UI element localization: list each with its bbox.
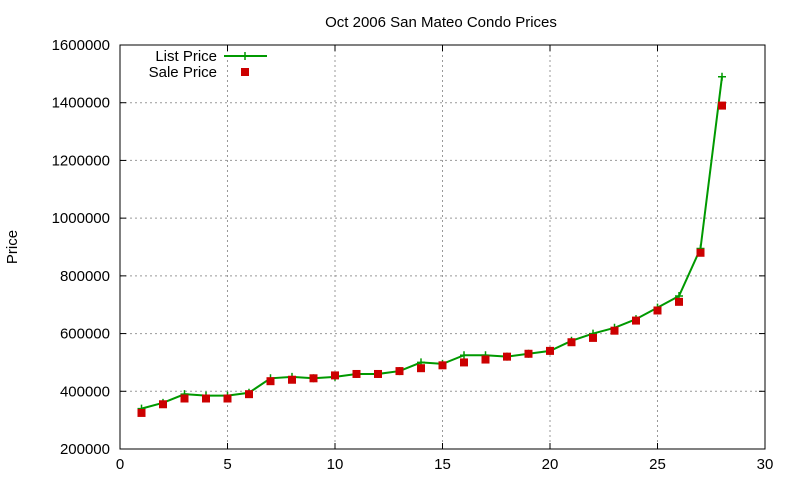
point-sale-price <box>481 355 490 364</box>
y-tick-label: 1400000 <box>52 95 110 112</box>
x-tick-label: 30 <box>757 456 774 473</box>
point-sale-price <box>653 306 662 315</box>
tick-labels: 0 5 10 15 20 25 30 200000 400000 600000 800000 1000… <box>52 37 774 473</box>
series-layer <box>137 72 726 417</box>
point-sale-price <box>567 338 576 347</box>
point-sale-price <box>245 390 253 399</box>
point-sale-price <box>266 377 275 386</box>
point-sale-price <box>374 369 382 378</box>
y-tick-label: 1000000 <box>52 210 110 227</box>
y-tick-label: 800000 <box>60 268 110 285</box>
point-sale-price <box>137 408 146 417</box>
x-tick-label: 20 <box>542 456 559 473</box>
point-sale-price <box>180 394 189 403</box>
series-line-list-price <box>141 76 723 410</box>
point-sale-price <box>718 101 726 110</box>
point-sale-price <box>417 364 425 373</box>
legend-marker-sale-price <box>241 68 249 76</box>
x-tick-label: 0 <box>116 456 124 473</box>
x-tick-label: 25 <box>649 456 666 473</box>
point-sale-price <box>460 358 468 367</box>
point-sale-price <box>288 375 296 384</box>
y-axis-label: Price <box>4 230 21 264</box>
point-sale-price <box>352 369 361 378</box>
point-sale-price <box>395 367 404 376</box>
chart-title: Oct 2006 San Mateo Condo Prices <box>325 14 557 31</box>
legend-label-list-price: List Price <box>155 48 217 65</box>
y-tick-label: 400000 <box>60 383 110 400</box>
point-sale-price <box>589 333 597 342</box>
x-tick-label: 15 <box>434 456 451 473</box>
point-list-price <box>460 351 468 360</box>
x-tick-label: 5 <box>223 456 231 473</box>
grid-lines <box>120 45 765 449</box>
point-sale-price <box>438 361 447 370</box>
point-sale-price <box>632 316 640 325</box>
y-tick-label: 1600000 <box>52 37 110 54</box>
point-sale-price <box>675 297 683 306</box>
point-sale-price <box>159 400 167 409</box>
point-sale-price <box>331 371 339 380</box>
point-sale-price <box>524 349 533 358</box>
plot-border <box>119 44 766 450</box>
legend: List Price Sale Price <box>149 48 267 81</box>
y-tick-label: 1200000 <box>52 152 110 169</box>
point-sale-price <box>610 326 619 335</box>
y-tick-label: 200000 <box>60 441 110 458</box>
point-sale-price <box>546 346 554 355</box>
point-sale-price <box>202 394 210 403</box>
point-sale-price <box>223 394 232 403</box>
y-tick-label: 600000 <box>60 326 110 343</box>
point-list-price <box>718 72 726 81</box>
x-tick-label: 10 <box>327 456 344 473</box>
legend-label-sale-price: Sale Price <box>149 64 217 81</box>
point-sale-price <box>503 352 511 361</box>
legend-marker-list-price <box>241 52 249 60</box>
axes <box>119 44 766 450</box>
point-sale-price <box>309 374 318 383</box>
point-sale-price <box>696 248 705 257</box>
